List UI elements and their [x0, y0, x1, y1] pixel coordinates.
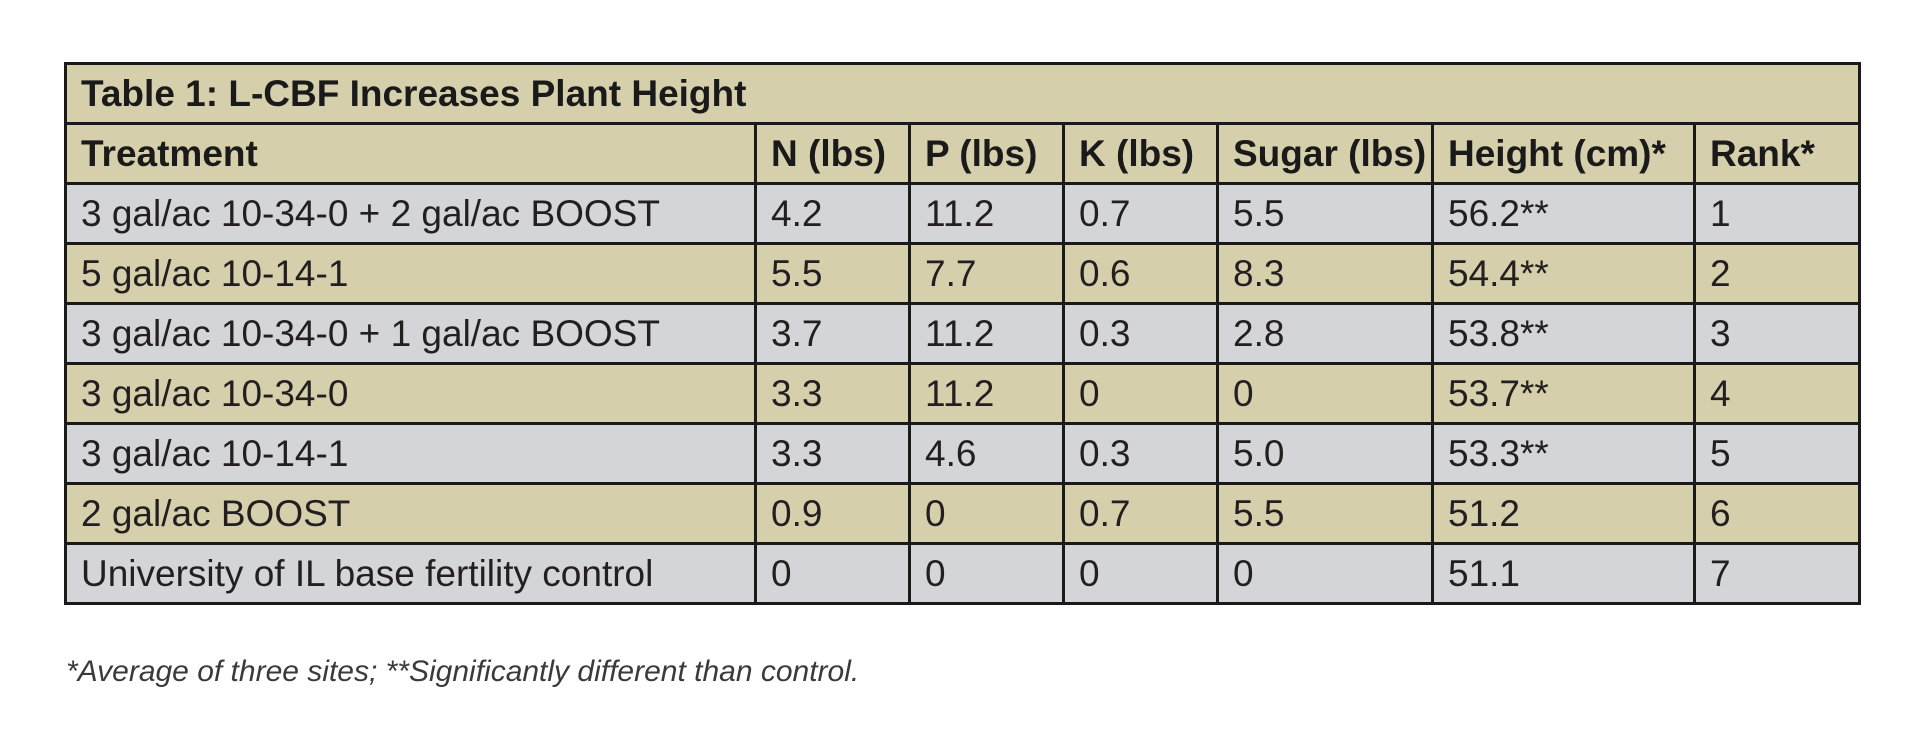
- cell-height: 56.2**: [1431, 182, 1696, 245]
- cell-rank: 3: [1692, 302, 1862, 365]
- cell-sugar: 5.0: [1216, 422, 1434, 485]
- cell-sugar: 5.5: [1216, 182, 1434, 245]
- cell-treatment: University of IL base fertility control: [64, 542, 757, 605]
- cell-n: 3.3: [754, 362, 911, 425]
- table-row: 3 gal/ac 10-14-1 3.3 4.6 0.3 5.0 53.3** …: [64, 422, 1862, 485]
- cell-p: 7.7: [908, 242, 1065, 305]
- table-row: 3 gal/ac 10-34-0 + 1 gal/ac BOOST 3.7 11…: [64, 302, 1862, 365]
- cell-k: 0: [1062, 542, 1219, 605]
- cell-treatment: 3 gal/ac 10-34-0 + 2 gal/ac BOOST: [64, 182, 757, 245]
- cell-p: 11.2: [908, 302, 1065, 365]
- table-container: Table 1: L-CBF Increases Plant Height Tr…: [63, 62, 1862, 605]
- cell-treatment: 3 gal/ac 10-34-0 + 1 gal/ac BOOST: [64, 302, 757, 365]
- cell-sugar: 0: [1216, 542, 1434, 605]
- cell-treatment: 5 gal/ac 10-14-1: [64, 242, 757, 305]
- table-row: University of IL base fertility control …: [64, 542, 1862, 605]
- cell-height: 51.1: [1431, 542, 1696, 605]
- cell-sugar: 5.5: [1216, 482, 1434, 545]
- cell-rank: 1: [1692, 182, 1862, 245]
- header-treatment: Treatment: [64, 122, 757, 185]
- table-footnote: *Average of three sites; **Significantly…: [66, 655, 860, 688]
- table-title: Table 1: L-CBF Increases Plant Height: [63, 62, 1862, 125]
- cell-rank: 7: [1692, 542, 1862, 605]
- header-sugar: Sugar (lbs): [1216, 122, 1434, 185]
- cell-n: 3.7: [754, 302, 911, 365]
- cell-sugar: 0: [1216, 362, 1434, 425]
- cell-sugar: 2.8: [1216, 302, 1434, 365]
- cell-n: 5.5: [754, 242, 911, 305]
- cell-height: 53.8**: [1431, 302, 1696, 365]
- header-row: Treatment N (lbs) P (lbs) K (lbs) Sugar …: [64, 122, 1862, 185]
- cell-treatment: 2 gal/ac BOOST: [64, 482, 757, 545]
- cell-p: 11.2: [908, 182, 1065, 245]
- table-row: 3 gal/ac 10-34-0 3.3 11.2 0 0 53.7** 4: [64, 362, 1862, 425]
- cell-n: 0.9: [754, 482, 911, 545]
- data-table: Table 1: L-CBF Increases Plant Height Tr…: [63, 62, 1862, 605]
- cell-p: 4.6: [908, 422, 1065, 485]
- cell-k: 0.3: [1062, 422, 1219, 485]
- cell-k: 0.3: [1062, 302, 1219, 365]
- cell-rank: 6: [1692, 482, 1862, 545]
- cell-k: 0.7: [1062, 182, 1219, 245]
- cell-height: 53.7**: [1431, 362, 1696, 425]
- cell-n: 4.2: [754, 182, 911, 245]
- table-row: 3 gal/ac 10-34-0 + 2 gal/ac BOOST 4.2 11…: [64, 182, 1862, 245]
- cell-k: 0.7: [1062, 482, 1219, 545]
- table-row: 5 gal/ac 10-14-1 5.5 7.7 0.6 8.3 54.4** …: [64, 242, 1862, 305]
- cell-rank: 2: [1692, 242, 1862, 305]
- header-height: Height (cm)*: [1431, 122, 1696, 185]
- header-n: N (lbs): [754, 122, 911, 185]
- header-k: K (lbs): [1062, 122, 1219, 185]
- cell-sugar: 8.3: [1216, 242, 1434, 305]
- cell-rank: 4: [1692, 362, 1862, 425]
- cell-k: 0: [1062, 362, 1219, 425]
- cell-height: 51.2: [1431, 482, 1696, 545]
- cell-n: 0: [754, 542, 911, 605]
- cell-rank: 5: [1692, 422, 1862, 485]
- table-title-row: Table 1: L-CBF Increases Plant Height: [63, 62, 1862, 125]
- cell-treatment: 3 gal/ac 10-34-0: [64, 362, 757, 425]
- header-p: P (lbs): [908, 122, 1065, 185]
- cell-n: 3.3: [754, 422, 911, 485]
- table-row: 2 gal/ac BOOST 0.9 0 0.7 5.5 51.2 6: [64, 482, 1862, 545]
- cell-p: 11.2: [908, 362, 1065, 425]
- cell-k: 0.6: [1062, 242, 1219, 305]
- cell-treatment: 3 gal/ac 10-14-1: [64, 422, 757, 485]
- cell-p: 0: [908, 542, 1065, 605]
- header-rank: Rank*: [1692, 122, 1862, 185]
- cell-height: 54.4**: [1431, 242, 1696, 305]
- cell-p: 0: [908, 482, 1065, 545]
- cell-height: 53.3**: [1431, 422, 1696, 485]
